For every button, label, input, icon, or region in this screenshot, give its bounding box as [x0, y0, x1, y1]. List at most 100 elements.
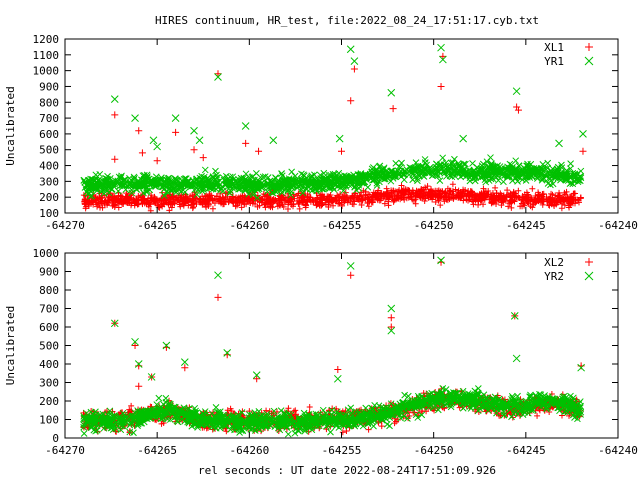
data-point [410, 165, 417, 172]
data-point [362, 192, 369, 199]
data-point [173, 176, 181, 184]
data-point [457, 168, 465, 176]
data-point [510, 189, 517, 196]
data-point [155, 204, 162, 211]
data-point [290, 179, 298, 187]
data-point [244, 198, 251, 205]
data-point [278, 189, 286, 197]
data-point [484, 191, 491, 198]
data-point [158, 176, 166, 184]
data-point [460, 186, 467, 193]
data-point [156, 197, 163, 204]
data-point [126, 195, 133, 202]
data-point [408, 164, 415, 172]
y-tick-label: 800 [39, 96, 59, 109]
data-point [558, 205, 565, 212]
data-point [350, 65, 358, 73]
data-point [437, 202, 444, 209]
data-point [367, 175, 374, 182]
data-point [184, 182, 191, 190]
data-point [331, 170, 339, 178]
y-tick-label: 100 [39, 207, 59, 220]
data-point [346, 45, 355, 54]
data-point [452, 193, 459, 200]
series-YR2 [80, 256, 585, 438]
data-point [555, 139, 563, 148]
data-point [285, 199, 292, 206]
data-point [446, 196, 453, 203]
data-point [135, 382, 143, 390]
data-point [110, 200, 117, 207]
data-point [118, 172, 125, 180]
data-point [459, 163, 467, 171]
data-point [437, 43, 445, 52]
data-point [163, 188, 171, 195]
data-point [468, 188, 475, 195]
data-point [145, 195, 152, 202]
data-point [536, 406, 543, 413]
data-point [82, 203, 89, 210]
data-point [335, 200, 342, 207]
data-point [577, 167, 585, 175]
data-point [190, 126, 198, 135]
data-point [471, 172, 479, 180]
data-point [392, 169, 399, 177]
x-tick-label: -64265 [137, 219, 177, 232]
data-point [308, 172, 316, 180]
data-point [504, 170, 512, 178]
data-point [81, 200, 88, 207]
data-point [89, 184, 96, 192]
data-point [100, 185, 108, 193]
data-point [187, 193, 194, 200]
data-point [255, 147, 263, 155]
data-point [125, 181, 133, 189]
data-point [432, 193, 439, 200]
data-point [491, 197, 498, 204]
data-point [189, 201, 196, 208]
data-point [498, 202, 505, 209]
data-point [392, 171, 399, 178]
legend-marker [584, 56, 594, 66]
data-point [337, 184, 344, 192]
data-point [497, 168, 504, 176]
data-point [191, 178, 198, 186]
data-point [162, 182, 169, 190]
data-point [387, 314, 395, 322]
data-point [358, 179, 366, 187]
data-point [565, 202, 572, 209]
data-point [385, 171, 393, 179]
x-tick-label: -64240 [598, 219, 638, 232]
data-point [267, 196, 274, 203]
data-point [284, 206, 291, 213]
data-point [497, 167, 505, 175]
data-point [176, 199, 183, 206]
data-point [351, 183, 359, 190]
data-point [475, 169, 483, 177]
data-point [334, 366, 342, 374]
data-point [435, 191, 442, 198]
data-point [330, 196, 337, 203]
data-point [210, 197, 217, 204]
data-point [380, 164, 388, 172]
data-point [169, 192, 176, 199]
data-point [417, 194, 424, 201]
data-point [341, 181, 349, 189]
data-point [470, 168, 477, 175]
data-point [439, 52, 447, 60]
data-point [287, 191, 295, 199]
data-point [387, 177, 395, 185]
data-point [513, 193, 520, 200]
data-point [529, 185, 536, 192]
data-point [298, 183, 306, 191]
data-point [128, 402, 135, 409]
data-point [511, 167, 518, 175]
data-point [414, 177, 421, 185]
data-point [521, 195, 528, 202]
data-point [288, 196, 295, 203]
data-point [514, 172, 522, 180]
data-point [211, 180, 218, 188]
data-point [146, 200, 153, 207]
data-point [492, 184, 499, 191]
data-point [463, 193, 470, 200]
data-point [321, 175, 329, 183]
